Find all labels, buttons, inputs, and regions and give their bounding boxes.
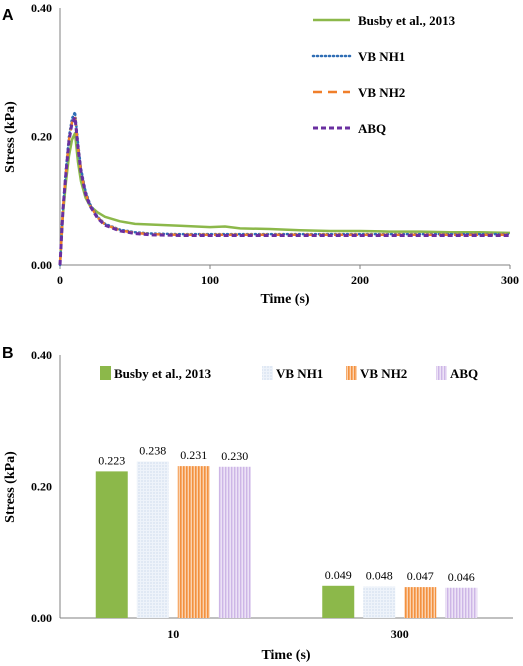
panel-b-bar-value-label: 0.047 bbox=[407, 569, 434, 583]
panel-b-y-tick-label: 0.00 bbox=[31, 611, 52, 625]
panel-a-y-axis-title: Stress (kPa) bbox=[3, 101, 18, 173]
panel-a-y-tick-label: 0.00 bbox=[31, 258, 52, 272]
panel-b-bar bbox=[177, 466, 210, 618]
panel-a-x-tick-label: 200 bbox=[351, 273, 369, 287]
panel-a-legend: Busby et al., 2013 VB NH1 VB NH2 ABQ bbox=[311, 13, 456, 136]
panel-a-x-tick-label: 300 bbox=[501, 273, 519, 287]
panel-b-legend-label: Busby et al., 2013 bbox=[114, 366, 212, 381]
panel-b-bar-value-label: 0.049 bbox=[325, 568, 352, 582]
panel-b-bar-value-label: 0.231 bbox=[180, 448, 207, 462]
panel-b-bar bbox=[363, 586, 396, 618]
panel-b-legend-label: ABQ bbox=[450, 366, 478, 381]
panel-b-bar bbox=[445, 587, 478, 618]
panel-b-legend-label: VB NH2 bbox=[360, 366, 407, 381]
panel-b-legend: Busby et al., 2013 VB NH1 VB NH2 ABQ bbox=[100, 366, 478, 381]
panel-a-series-line bbox=[58, 110, 512, 267]
bar-chart-panel-b: 0.00 0.20 0.40 0.223 0.238 0.231 0.230 0.049 0.… bbox=[3, 348, 513, 663]
panel-a-series-line bbox=[58, 115, 510, 266]
panel-b-legend-swatch bbox=[100, 366, 111, 380]
panel-b-category-label: 300 bbox=[391, 627, 409, 641]
panel-b-y-tick-label: 0.40 bbox=[31, 348, 52, 362]
panel-b-bar-value-label: 0.238 bbox=[139, 444, 166, 458]
panel-a-x-tick-label: 100 bbox=[201, 273, 219, 287]
panel-a-series-line bbox=[58, 132, 511, 266]
panel-b-label: B bbox=[2, 345, 14, 362]
panel-b-bar-value-label: 0.223 bbox=[98, 453, 125, 467]
panel-b-legend-label: VB NH1 bbox=[276, 366, 323, 381]
panel-b-bar bbox=[218, 466, 251, 618]
panel-a-legend-label: Busby et al., 2013 bbox=[358, 13, 456, 28]
panel-b-bar bbox=[322, 585, 355, 618]
panel-b-legend-swatch bbox=[346, 366, 357, 380]
panel-a-y-tick-label: 0.40 bbox=[31, 1, 52, 15]
panel-a-x-axis-title: Time (s) bbox=[260, 292, 309, 307]
panel-a-legend-label: ABQ bbox=[358, 121, 386, 136]
panel-b-category-label: 10 bbox=[167, 627, 179, 641]
panel-b-legend-swatch bbox=[436, 366, 447, 380]
panel-b-bar-value-label: 0.230 bbox=[221, 449, 248, 463]
panel-b-bar-value-label: 0.046 bbox=[448, 570, 475, 584]
panel-b-bar-value-label: 0.048 bbox=[366, 568, 393, 582]
panel-a-x-tick-label: 0 bbox=[57, 273, 63, 287]
line-chart-panel-a: 0.00 0.20 0.40 0 100 200 300 Time (s) Stress … bbox=[3, 1, 519, 307]
panel-a-legend-label: VB NH2 bbox=[358, 85, 405, 100]
panel-b-bar bbox=[136, 461, 169, 618]
panel-a-label: A bbox=[2, 7, 14, 24]
panel-b-x-axis-title: Time (s) bbox=[261, 648, 310, 663]
panel-b-y-tick-label: 0.20 bbox=[31, 480, 52, 494]
panel-b-bar bbox=[404, 587, 437, 618]
panel-a-y-tick-label: 0.20 bbox=[31, 130, 52, 144]
panel-b-bar bbox=[95, 471, 128, 618]
panel-a-legend-label: VB NH1 bbox=[358, 49, 405, 64]
panel-a-series-line bbox=[58, 115, 510, 266]
panel-b-y-axis-title: Stress (kPa) bbox=[3, 451, 18, 523]
panel-b-legend-swatch bbox=[262, 366, 273, 380]
